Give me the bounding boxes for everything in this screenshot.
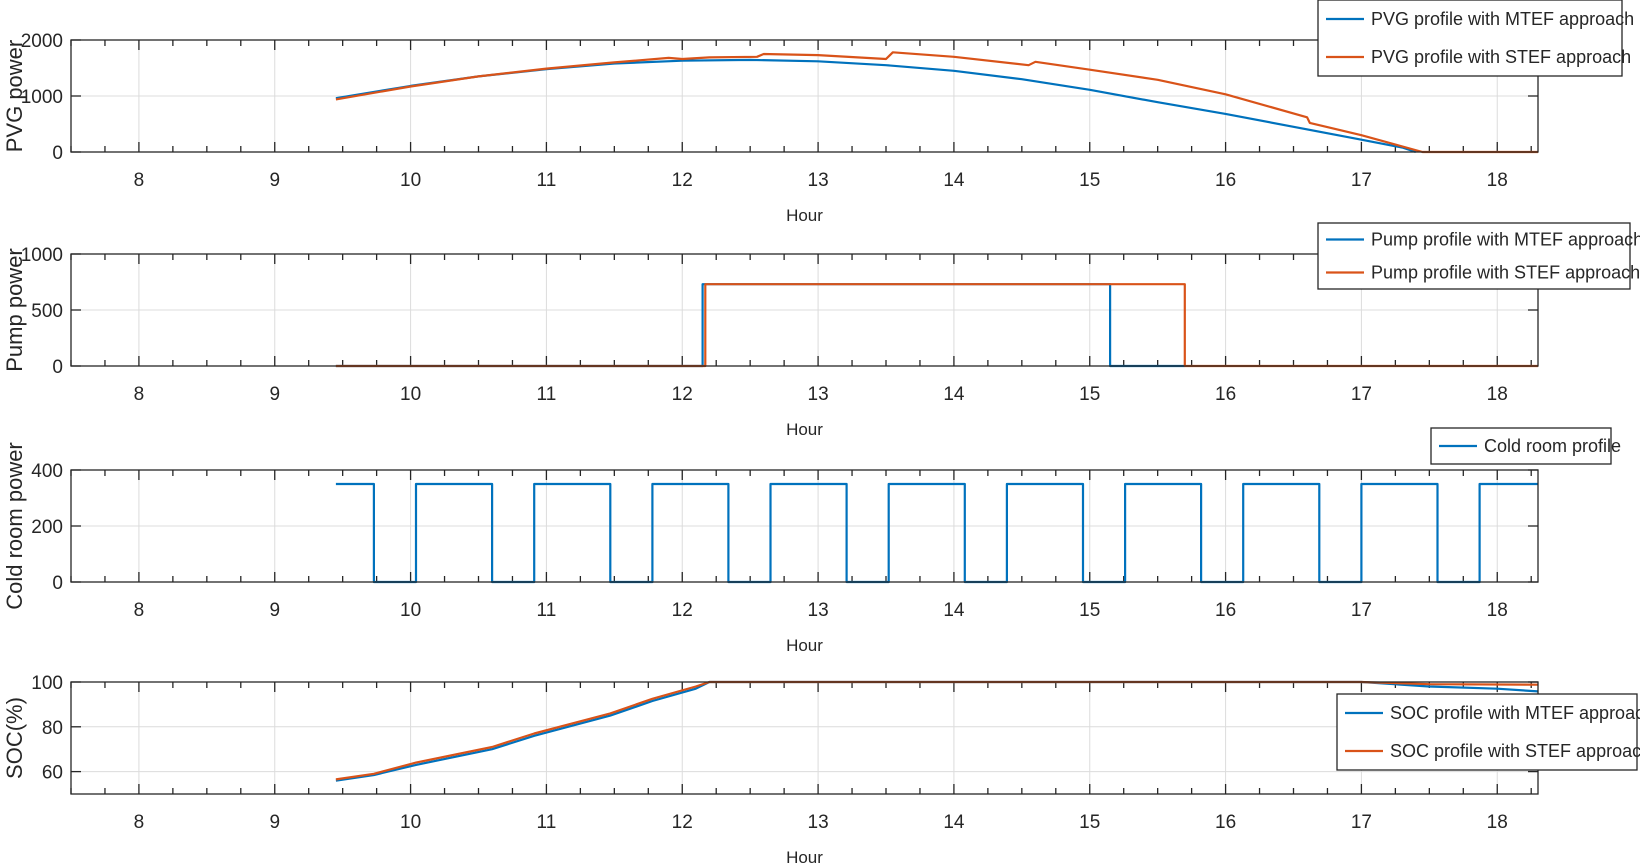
x-tick-label: 17 [1351, 600, 1372, 621]
x-tick-label: 14 [943, 384, 965, 405]
y-axis-label: Pump power [2, 248, 27, 372]
legend: SOC profile with MTEF approach SOC profil… [1336, 693, 1640, 771]
x-tick-label: 12 [672, 170, 693, 191]
x-tick-label: 11 [537, 170, 557, 191]
legend-entry: Cold room profile [1484, 436, 1621, 456]
legend: PVG profile with MTEF approach PVG profil… [1317, 0, 1634, 77]
x-tick-label: 12 [672, 600, 693, 621]
x-tick-label: 14 [943, 170, 965, 191]
y-tick-label: 2000 [21, 31, 63, 52]
y-axis-label: Cold room power [2, 442, 27, 610]
plot-area [71, 682, 1538, 794]
x-tick-label: 11 [537, 384, 557, 405]
x-axis-label: Hour [786, 206, 823, 225]
x-tick-label: 11 [537, 600, 557, 621]
x-tick-label: 18 [1487, 812, 1508, 833]
x-tick-label: 8 [134, 384, 145, 405]
x-tick-label: 16 [1215, 170, 1236, 191]
x-tick-label: 10 [400, 812, 421, 833]
x-tick-label: 15 [1079, 170, 1100, 191]
legend-box [1317, 222, 1631, 290]
y-axis-label: PVG power [2, 40, 27, 153]
chart-panel-2: 8 9 10 11 12 13 14 15 16 17 18 0 500 1000 Hour Pump pow… [2, 222, 1640, 439]
x-tick-label: 8 [134, 600, 145, 621]
x-tick-label: 13 [808, 600, 829, 621]
chart-panel-3: 8 9 10 11 12 13 14 15 16 17 18 0 200 400 Hour Cold room… [2, 427, 1621, 655]
x-tick-label: 12 [672, 384, 693, 405]
x-tick-label: 17 [1351, 812, 1372, 833]
x-tick-label: 16 [1215, 812, 1236, 833]
legend-entry: Pump profile with MTEF approach [1371, 230, 1640, 250]
x-tick-label: 9 [269, 384, 280, 405]
y-tick-label: 0 [52, 357, 63, 378]
y-tick-label: 0 [52, 573, 63, 594]
x-tick-label: 18 [1487, 384, 1508, 405]
x-tick-label: 14 [943, 600, 965, 621]
x-axis-label: Hour [786, 420, 823, 439]
axes-frame [70, 469, 1539, 583]
x-tick-label: 8 [134, 812, 145, 833]
legend-entry: PVG profile with MTEF approach [1371, 9, 1634, 29]
x-tick-label: 15 [1079, 384, 1100, 405]
legend-entry: SOC profile with STEF approach [1390, 741, 1640, 761]
legend-entry: Pump profile with STEF approach [1371, 263, 1640, 283]
axes-frame [70, 253, 1539, 367]
x-tick-label: 16 [1215, 600, 1236, 621]
x-tick-label: 12 [672, 812, 693, 833]
series-line-soc-profile-with-mtef-approach [335, 680, 1539, 782]
x-tick-label: 8 [134, 170, 145, 191]
legend-box [1336, 693, 1638, 771]
y-tick-label: 100 [31, 673, 63, 694]
x-tick-label: 16 [1215, 384, 1236, 405]
x-tick-label: 15 [1079, 600, 1100, 621]
legend-entry: PVG profile with STEF approach [1371, 47, 1631, 67]
series-line-pvg-profile-with-stef-approach [335, 51, 1538, 154]
x-axis-label: Hour [786, 636, 823, 655]
x-tick-label: 17 [1351, 170, 1372, 191]
x-tick-label: 9 [269, 170, 280, 191]
chart-panel-1: 8 9 10 11 12 13 14 15 16 17 18 0 1000 2000 Hour PVG pow… [2, 0, 1634, 225]
y-tick-label: 1000 [21, 245, 63, 266]
y-tick-label: 200 [31, 517, 63, 538]
x-tick-label: 18 [1487, 600, 1508, 621]
legend-box [1317, 0, 1623, 77]
x-tick-label: 13 [808, 812, 829, 833]
legend-entry: SOC profile with MTEF approach [1390, 703, 1640, 723]
x-tick-label: 17 [1351, 384, 1372, 405]
y-tick-label: 60 [42, 763, 63, 784]
y-tick-label: 80 [42, 718, 63, 739]
y-tick-label: 500 [31, 301, 63, 322]
x-tick-label: 18 [1487, 170, 1508, 191]
x-tick-label: 10 [400, 170, 421, 191]
y-tick-label: 400 [31, 461, 63, 482]
x-tick-label: 15 [1079, 812, 1100, 833]
y-tick-label: 0 [52, 143, 63, 164]
legend: Cold room profile [1430, 427, 1621, 465]
axes-frame [70, 39, 1539, 153]
x-tick-label: 13 [808, 170, 829, 191]
x-tick-label: 11 [537, 812, 557, 833]
x-tick-label: 9 [269, 600, 280, 621]
x-tick-label: 13 [808, 384, 829, 405]
x-tick-label: 14 [943, 812, 965, 833]
y-axis-label: SOC(%) [2, 697, 27, 779]
x-tick-label: 10 [400, 600, 421, 621]
y-tick-label: 1000 [21, 87, 63, 108]
x-tick-label: 9 [269, 812, 280, 833]
x-axis-label: Hour [786, 848, 823, 867]
legend: Pump profile with MTEF approach Pump prof… [1317, 222, 1640, 290]
x-tick-label: 10 [400, 384, 421, 405]
chart-panel-4: 8 9 10 11 12 13 14 15 16 17 18 60 80 100 Hour SOC(%) SOC… [2, 673, 1640, 867]
